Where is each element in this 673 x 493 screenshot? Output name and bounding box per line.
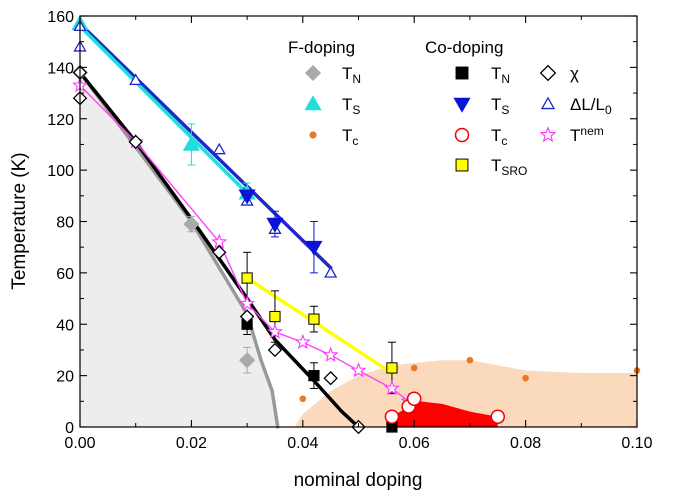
x-tick-label: 0.06 [399, 435, 430, 452]
legend-label-co-tc: Tc [491, 126, 507, 148]
shaded-regions [80, 72, 637, 427]
co-tc-point-3 [490, 409, 505, 424]
tnem-point-8 [383, 380, 400, 396]
co-ts-point-0 [238, 189, 256, 205]
legend-marker-dl [540, 96, 556, 110]
tsro-point-1 [269, 310, 281, 323]
fit-Tnem-line [79, 84, 410, 403]
legend-marker-chi [539, 64, 557, 82]
tnem-point-3 [239, 295, 256, 311]
fit-Fdop-line [78, 70, 280, 429]
f-ts-point-1 [182, 135, 200, 151]
tsro-point-0 [241, 272, 253, 284]
chi-point-4 [239, 309, 255, 324]
legend-label-co-tn: TN [491, 64, 510, 86]
legend-marker-co-tc [454, 127, 470, 143]
legend-label-dl: ΔL/L0 [570, 95, 612, 117]
shade-sc-region [294, 360, 637, 427]
tnem-point-2 [211, 233, 228, 249]
f-tn-point-1 [183, 216, 200, 233]
f-tn-point-2 [239, 352, 256, 369]
legend-label-tnem: Tnem [570, 124, 604, 145]
f-tc-point-2 [466, 356, 474, 364]
legend-label-f-ts: TS [342, 95, 360, 117]
f-tc-point-3 [522, 374, 529, 382]
chi-point-5 [267, 342, 283, 358]
legend-marker-f-ts [304, 95, 322, 111]
tnem-point-7 [350, 362, 367, 378]
legend-marker-f-tc [309, 131, 317, 139]
x-tick-label: 0.10 [621, 435, 652, 452]
tsro-point-3 [386, 362, 398, 374]
legend-marker-co-ts [453, 97, 471, 113]
dome-co-region [391, 401, 498, 427]
legend-marker-co-tn [455, 66, 469, 80]
tnem-point-6 [322, 346, 339, 362]
tsro-point-2 [308, 313, 320, 325]
fit-lines [78, 21, 410, 429]
x-tick-label: 0.04 [287, 435, 318, 452]
y-axis-label: Temperature (K) [9, 152, 30, 289]
y-tick-label: 20 [56, 369, 74, 386]
legend-label-tsro: TSRO [491, 156, 527, 178]
x-axis-label: nominal doping [294, 470, 423, 491]
legend-title-co-doping: Co-doping [425, 38, 503, 57]
y-tick-label: 140 [47, 60, 74, 77]
y-tick-label: 40 [56, 317, 74, 334]
co-tc-point-0 [384, 409, 400, 424]
legend-marker-tsro [455, 158, 469, 172]
legend-label-co-ts: TS [491, 95, 509, 117]
chi-point-2 [128, 134, 143, 150]
f-tc-point-0 [299, 395, 307, 403]
legend-title-f-doping: F-doping [288, 38, 355, 57]
fit-TS-line [78, 21, 333, 270]
legend-marker-f-tn [304, 64, 322, 82]
tnem-point-4 [267, 323, 283, 339]
x-tick-label: 0.00 [64, 435, 95, 452]
y-tick-label: 160 [47, 9, 74, 26]
x-tick-label: 0.02 [176, 435, 207, 452]
chi-point-6 [323, 370, 338, 386]
y-tick-label: 0 [65, 420, 74, 437]
fit-TSRO-line [245, 276, 394, 375]
chi-point-3 [212, 245, 227, 260]
dl-point-2 [129, 73, 143, 85]
co-ts-point-2 [305, 240, 323, 256]
co-ts-point-1 [266, 217, 284, 233]
f-tc-point-1 [410, 364, 418, 372]
y-tick-label: 60 [56, 266, 74, 283]
fit-TS-F-line [78, 24, 249, 195]
x-tick-label: 0.08 [510, 435, 541, 452]
co-tn-point-1 [308, 370, 320, 382]
legend-label-f-tc: Tc [342, 126, 358, 148]
shade-afm-region [80, 72, 278, 427]
dl-point-3 [212, 142, 226, 155]
legend-label-f-tn: TN [342, 64, 361, 86]
axis-ticks: 0.00 0.02 0.04 0.06 0.08 0.10 0 20 40 60 80 100 120 1… [47, 9, 652, 452]
dl-point-6 [324, 266, 338, 278]
fit-TN-line [78, 70, 361, 429]
y-tick-label: 80 [56, 215, 74, 232]
y-tick-label: 120 [47, 112, 74, 129]
legend-marker-tnem [539, 126, 557, 143]
legend: F-doping Co-doping TN TS Tc TN TS Tc TSRO χ ΔL/L… [288, 38, 612, 178]
y-tick-label: 100 [47, 163, 74, 180]
co-tc-point-2 [406, 391, 422, 406]
tnem-point-5 [294, 333, 311, 349]
legend-label-chi: χ [570, 64, 579, 83]
